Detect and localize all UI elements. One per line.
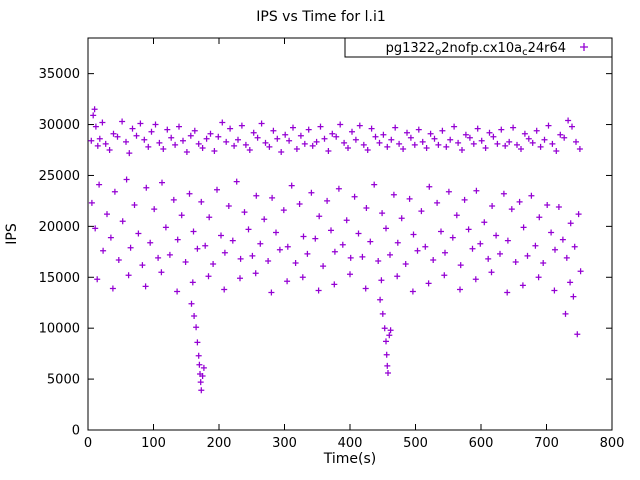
chart-title: IPS vs Time for l.i1 <box>256 9 386 25</box>
x-tick-label: 100 <box>141 436 166 451</box>
x-tick-label: 200 <box>207 436 232 451</box>
x-axis-ticks: 0 100 200 300 400 500 600 700 800 <box>84 38 625 451</box>
plot-border <box>87 37 613 431</box>
y-tick-label: 30000 <box>39 118 80 133</box>
legend-label: pg1322o2nofp.cx10ac24r64 <box>386 41 566 58</box>
y-axis-label: IPS <box>4 223 20 245</box>
y-axis-ticks: 0 5000 10000 15000 20000 25000 30000 35000 <box>39 67 612 439</box>
x-tick-label: 300 <box>272 436 297 451</box>
x-tick-label: 400 <box>338 436 363 451</box>
data-points <box>88 106 584 394</box>
y-tick-label: 35000 <box>39 67 80 82</box>
x-tick-label: 800 <box>600 436 625 451</box>
y-tick-label: 15000 <box>39 271 80 286</box>
y-tick-label: 5000 <box>47 373 80 388</box>
y-tick-label: 20000 <box>39 220 80 235</box>
x-tick-label: 700 <box>534 436 559 451</box>
plot-area: 0 100 200 300 400 500 600 700 800 0 5000 10000 15000… <box>39 37 625 451</box>
x-tick-label: 0 <box>84 436 92 451</box>
legend: pg1322o2nofp.cx10ac24r64 <box>344 37 613 58</box>
y-tick-label: 10000 <box>39 322 80 337</box>
y-tick-label: 25000 <box>39 169 80 184</box>
legend-plus-marker-icon <box>580 43 588 51</box>
x-axis-label: Time(s) <box>323 451 376 467</box>
legend-box <box>344 37 613 58</box>
x-tick-label: 600 <box>469 436 494 451</box>
y-tick-label: 0 <box>72 424 80 439</box>
x-tick-label: 500 <box>403 436 428 451</box>
